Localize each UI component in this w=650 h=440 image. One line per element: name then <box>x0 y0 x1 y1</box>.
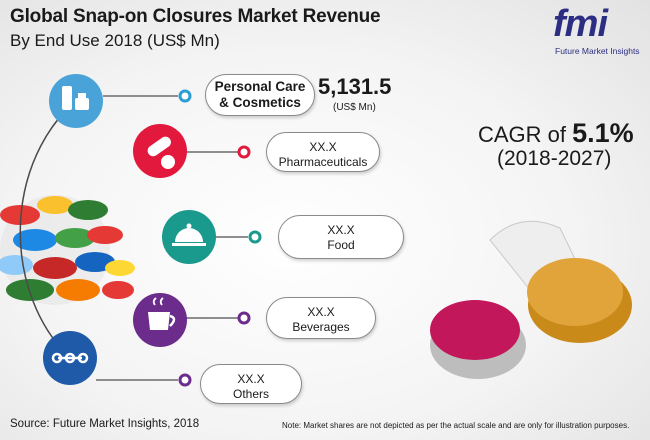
flip-cap-image <box>430 220 632 379</box>
cagr-period: (2018-2027) <box>497 147 612 170</box>
cagr-text: CAGR of 5.1% <box>478 118 634 149</box>
food-cloche-icon <box>162 210 216 264</box>
dot-pharmaceuticals <box>237 145 251 159</box>
logo-subtitle: Future Market Insights <box>555 46 640 56</box>
chain-link-icon <box>43 331 97 385</box>
cagr-label: CAGR of <box>478 122 573 147</box>
dot-food <box>248 230 262 244</box>
logo-text: fmi <box>553 3 608 45</box>
source-text: Source: Future Market Insights, 2018 <box>10 418 200 430</box>
note-text: Note: Market shares are not depicted as … <box>282 421 630 430</box>
connector-dots <box>178 89 262 387</box>
chart-title: Global Snap-on Closures Market Revenue <box>10 6 381 27</box>
segment-arc <box>19 95 83 357</box>
name-pharmaceuticals: Pharmaceuticals <box>278 155 368 169</box>
cosmetics-icon <box>49 74 103 128</box>
label-food: XX.X Food <box>278 215 404 259</box>
unit-personal-care: (US$ Mn) <box>333 102 376 113</box>
dot-beverages <box>237 311 251 325</box>
dot-personal-care <box>178 89 192 103</box>
cagr-value: 5.1% <box>572 118 634 148</box>
value-pharmaceuticals: XX.X <box>309 140 337 154</box>
label-pharmaceuticals: XX.X Pharmaceuticals <box>266 132 380 172</box>
value-others: XX.X <box>237 372 265 386</box>
pills-icon <box>133 124 187 178</box>
name-others: Others <box>232 387 269 401</box>
dot-others <box>178 373 192 387</box>
label-others: XX.X Others <box>200 364 302 404</box>
label-personal-care-line1: Personal Care <box>214 79 306 94</box>
name-beverages: Beverages <box>292 320 350 334</box>
connector-lines <box>96 95 248 381</box>
value-personal-care: 5,131.5 <box>318 74 392 99</box>
chart-subtitle: By End Use 2018 (US$ Mn) <box>10 31 220 50</box>
label-beverages: XX.X Beverages <box>266 297 376 339</box>
label-personal-care: Personal Care & Cosmetics <box>205 74 315 116</box>
label-personal-care-line2: & Cosmetics <box>219 95 301 110</box>
name-food: Food <box>327 238 355 252</box>
bottle-caps-image <box>0 195 135 305</box>
fmi-logo: fmi Future Market Insights <box>553 4 643 60</box>
cup-icon <box>133 293 187 347</box>
value-food: XX.X <box>327 223 355 237</box>
value-beverages: XX.X <box>307 305 335 319</box>
